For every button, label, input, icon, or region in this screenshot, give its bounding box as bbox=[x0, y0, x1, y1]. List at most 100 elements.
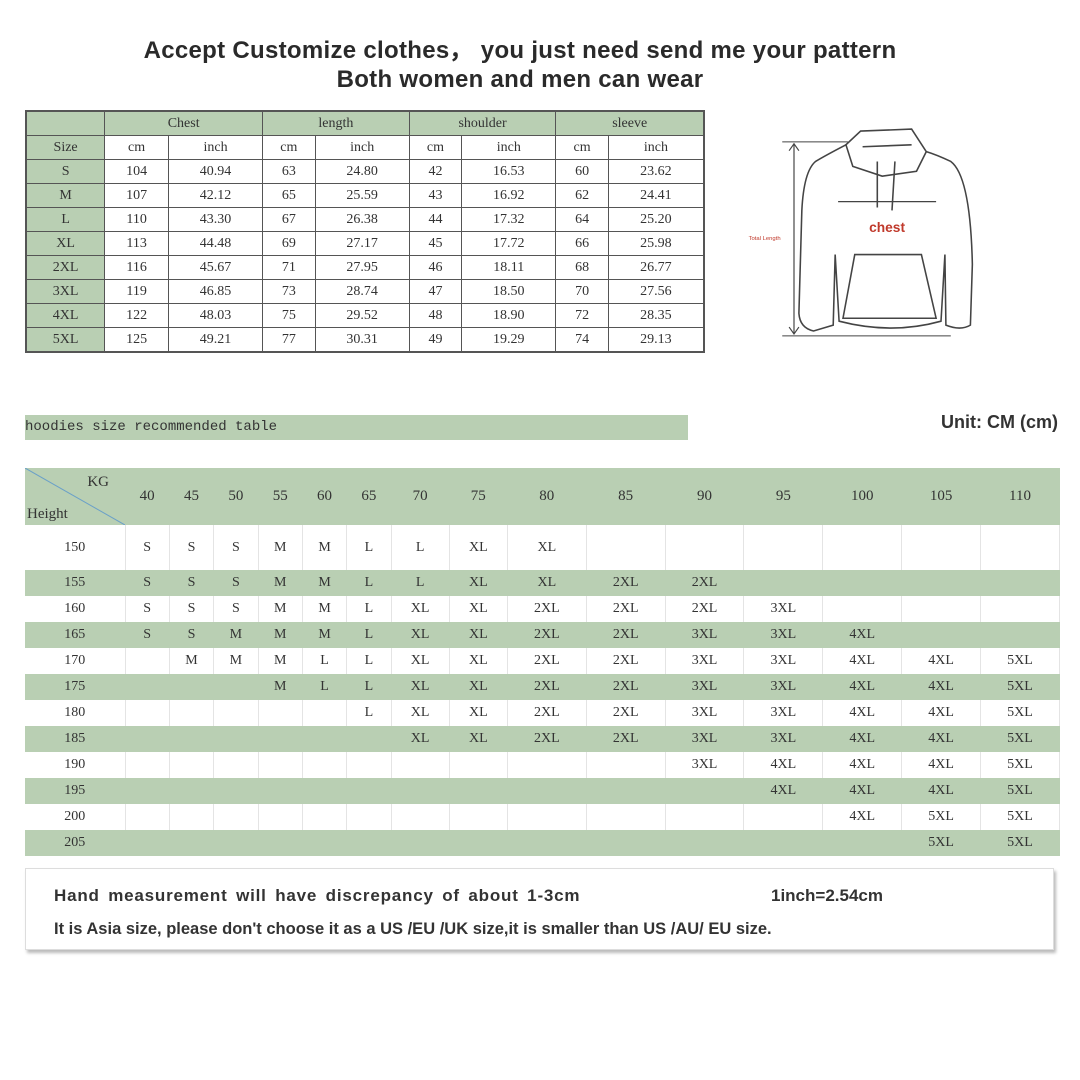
size-cell bbox=[302, 804, 348, 830]
size-cell bbox=[980, 525, 1060, 570]
size-cell bbox=[169, 726, 215, 752]
size-cell: XL bbox=[25, 231, 106, 256]
size-cell bbox=[346, 752, 392, 778]
size-cell: 4XL bbox=[822, 778, 903, 804]
size-cell: S bbox=[169, 622, 215, 648]
size-cell: L bbox=[302, 648, 348, 674]
size-cell: 4XL bbox=[25, 303, 106, 328]
size-cell bbox=[213, 674, 259, 700]
recommended-table-label: hoodies size recommended table bbox=[25, 415, 688, 440]
size-cell: L bbox=[391, 525, 450, 570]
size-cell bbox=[258, 778, 303, 804]
height-cell: 195 bbox=[25, 778, 126, 804]
size-cell: L bbox=[391, 570, 450, 596]
size-cell: 3XL bbox=[743, 674, 824, 700]
size-cell: XL bbox=[507, 570, 587, 596]
measurement-cell: 65 bbox=[262, 183, 316, 208]
measurement-cell: 29.52 bbox=[314, 303, 410, 328]
size-cell: M bbox=[302, 596, 348, 622]
size-cell: XL bbox=[449, 596, 508, 622]
measurement-cell: 67 bbox=[262, 207, 316, 232]
measurement-cell: 75 bbox=[262, 303, 316, 328]
headline: Accept Customize clothes， you just need … bbox=[143, 37, 897, 64]
measurement-cell: 26.38 bbox=[314, 207, 410, 232]
size-cell: 2XL bbox=[665, 570, 745, 596]
measurement-cell: 19.29 bbox=[461, 327, 557, 353]
measurement-cell: 70 bbox=[555, 279, 609, 304]
height-cell: 170 bbox=[25, 648, 126, 674]
size-cell bbox=[449, 778, 508, 804]
measurement-cell: 23.62 bbox=[607, 159, 705, 184]
size-cell: 2XL bbox=[586, 700, 666, 726]
size-cell bbox=[586, 752, 666, 778]
size-cell: S bbox=[125, 622, 170, 648]
measurement-cell: 107 bbox=[104, 183, 169, 208]
height-cell: 185 bbox=[25, 726, 126, 752]
size-cell: S bbox=[125, 570, 170, 596]
size-cell bbox=[258, 752, 303, 778]
height-cell: 205 bbox=[25, 830, 126, 856]
measurement-cell: 27.95 bbox=[314, 255, 410, 280]
total-length-label: Total Length bbox=[749, 236, 781, 242]
size-cell: 4XL bbox=[901, 674, 982, 700]
size-cell: L bbox=[346, 596, 392, 622]
size-cell: S bbox=[213, 596, 259, 622]
size-cell: 2XL bbox=[665, 596, 745, 622]
size-cell: 3XL bbox=[665, 648, 745, 674]
size-cell bbox=[302, 752, 348, 778]
size-cell: 5XL bbox=[980, 804, 1060, 830]
size-cell: 5XL bbox=[980, 726, 1060, 752]
size-cell: 2XL bbox=[586, 570, 666, 596]
size-cell: 4XL bbox=[822, 726, 903, 752]
measurement-cell: 25.20 bbox=[607, 207, 705, 232]
size-cell bbox=[901, 570, 982, 596]
measurement-cell: 44.48 bbox=[167, 231, 264, 256]
size-cell bbox=[213, 752, 259, 778]
size-cell: XL bbox=[391, 674, 450, 700]
size-cell bbox=[822, 596, 903, 622]
table-row: 5XL 125 49.21 77 30.31 49 19.29 74 29.13 bbox=[25, 327, 705, 353]
size-cell bbox=[980, 622, 1060, 648]
measurement-cell: 69 bbox=[262, 231, 316, 256]
size-cell: XL bbox=[507, 525, 587, 570]
measurement-cell: 74 bbox=[555, 327, 609, 353]
size-cell bbox=[169, 778, 215, 804]
size-cell: 3XL bbox=[665, 726, 745, 752]
size-cell: M bbox=[302, 570, 348, 596]
size-cell: XL bbox=[391, 648, 450, 674]
size-cell bbox=[125, 648, 170, 674]
chest-label: chest bbox=[869, 220, 905, 235]
size-cell bbox=[391, 778, 450, 804]
table-row: M 107 42.12 65 25.59 43 16.92 62 24.41 bbox=[25, 183, 705, 208]
size-cell: S bbox=[125, 596, 170, 622]
weight-header: 100 bbox=[822, 468, 902, 525]
size-cell bbox=[125, 726, 170, 752]
size-cell bbox=[125, 752, 170, 778]
group-header: sleeve bbox=[555, 110, 705, 136]
table-row: XL 113 44.48 69 27.17 45 17.72 66 25.98 bbox=[25, 231, 705, 256]
size-cell bbox=[169, 830, 215, 856]
size-cell bbox=[302, 700, 348, 726]
size-cell: M bbox=[302, 622, 348, 648]
measurement-cell: 16.53 bbox=[461, 159, 557, 184]
table-row: 175 M L L XL XL 2XL 2XL 3XL 3XL 4XL 4XL 5XL bbox=[25, 674, 1060, 700]
table-row: 160 S S S M M L XL XL 2XL 2XL 2XL 3XL bbox=[25, 596, 1060, 622]
size-header: Size bbox=[25, 135, 106, 160]
size-cell bbox=[169, 674, 215, 700]
weight-header: 110 bbox=[980, 468, 1060, 525]
size-cell bbox=[391, 830, 450, 856]
height-cell: 190 bbox=[25, 752, 126, 778]
size-cell bbox=[258, 804, 303, 830]
size-cell: 5XL bbox=[980, 830, 1060, 856]
size-cell: XL bbox=[449, 622, 508, 648]
weight-header: 50 bbox=[213, 468, 259, 525]
corner-cell: KG Height bbox=[25, 468, 125, 525]
measurement-cell: 68 bbox=[555, 255, 609, 280]
size-measurement-table: Chest length shoulder sleeve Size cm inch cm inc… bbox=[25, 110, 705, 353]
size-cell: 2XL bbox=[586, 674, 666, 700]
table-row: 200 4XL 5XL 5XL bbox=[25, 804, 1060, 830]
size-cell: M bbox=[213, 648, 259, 674]
subheadline: Both women and men can wear bbox=[336, 66, 704, 93]
measurement-cell: 29.13 bbox=[607, 327, 705, 353]
size-cell: M bbox=[302, 525, 348, 570]
